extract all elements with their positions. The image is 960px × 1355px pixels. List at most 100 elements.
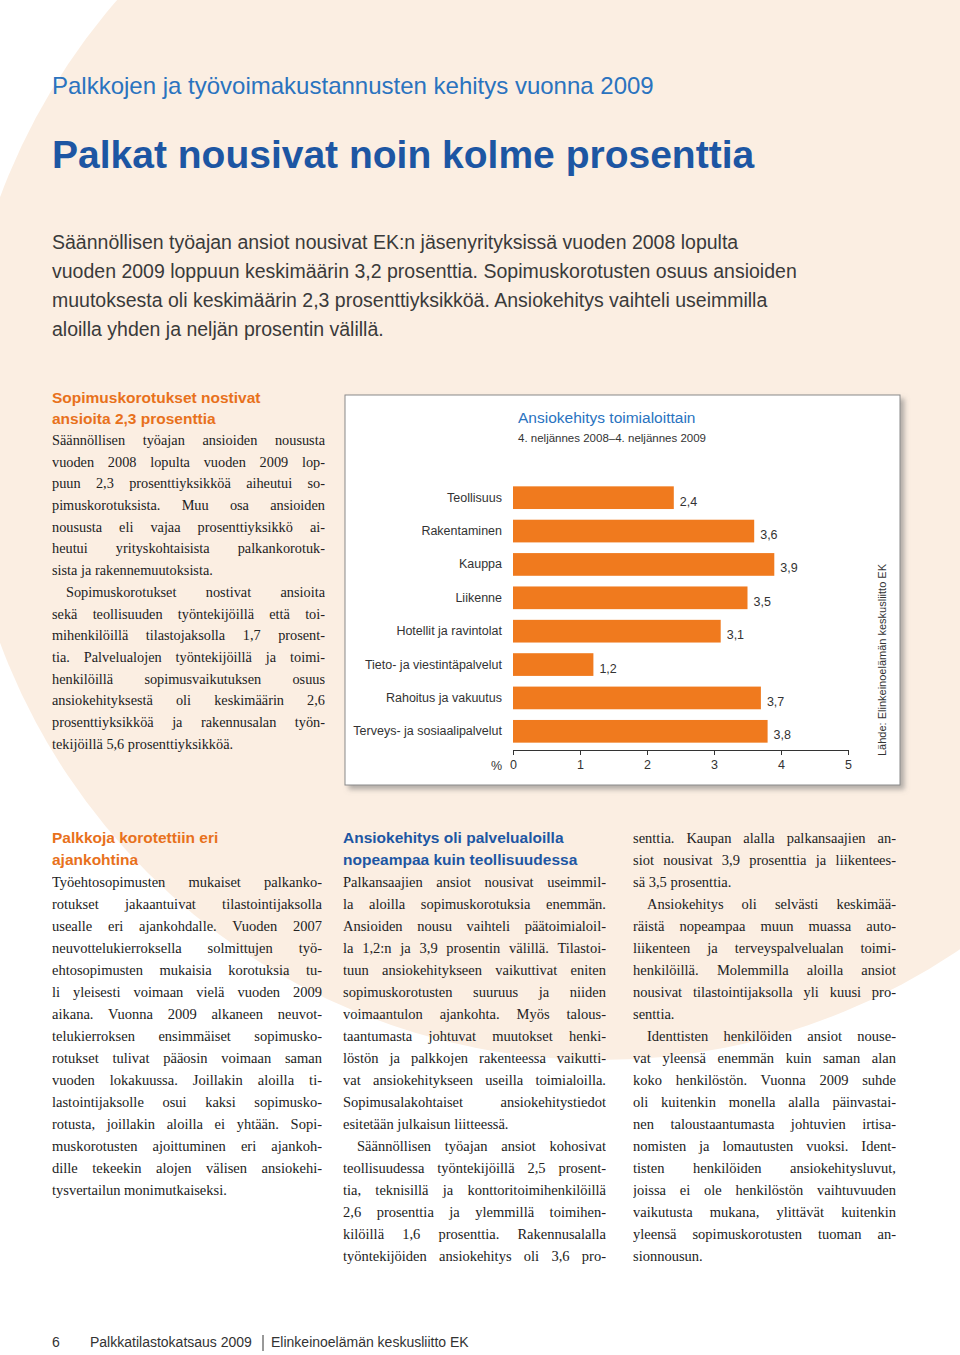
heading-line: Sopimuskorotukset nostivat xyxy=(52,387,325,408)
text-line: liikenteen ja terveyspalvelualan toimi- xyxy=(633,937,896,959)
category-label: Tieto- ja viestintäpalvelut xyxy=(365,658,503,672)
text-line: nen taloustaantumasta johtuvien irtisa- xyxy=(633,1113,896,1135)
text-column: Ansiokehitys oli palvelualoillanopeampaa… xyxy=(343,827,606,1267)
text-line: la aloilla sopimuskorotuksia enemmän. xyxy=(343,893,606,915)
text-line: tia, teknisillä ja konttoritoimihenkilöi… xyxy=(343,1179,606,1201)
bar xyxy=(513,720,768,743)
header-title: Palkat nousivat noin kolme prosenttia xyxy=(52,133,754,177)
chart-subtitle: 4. neljännes 2008–4. neljännes 2009 xyxy=(518,432,706,444)
paragraph: Säännöllisen työajan ansiot kohosivatteo… xyxy=(343,1135,606,1267)
tick-mark xyxy=(647,750,648,755)
paragraph: Työehtosopimusten mukaiset palkanko-rotu… xyxy=(52,871,322,1201)
text-line: li yleisesti voimaan vielä vuoden 2009 xyxy=(52,981,322,1003)
tick-mark xyxy=(580,750,581,755)
text-line: sä 3,5 prosenttia. xyxy=(633,871,896,893)
text-line: noususta eli vajaa prosenttiyksikkö ai- xyxy=(52,517,325,539)
data-label: 1,2 xyxy=(599,662,616,676)
text-line: pimuskorotuksista. Muu osa ansioiden xyxy=(52,495,325,517)
tick: Tieto- ja viestintäpalvelut xyxy=(365,658,503,672)
tick-mark xyxy=(848,750,849,755)
chart-source: Lähde: Elinkeinoelämän keskusliitto EK xyxy=(876,563,888,756)
intro: Säännöllisen työajan ansiot nousivat EK:… xyxy=(52,228,932,344)
tick-label: 2 xyxy=(644,758,651,772)
footer-publisher: Elinkeinoelämän keskusliitto EK xyxy=(271,1334,469,1350)
category-label: Liikenne xyxy=(455,591,502,605)
footer-publication: Palkkatilastokatsaus 2009 xyxy=(90,1334,252,1350)
intro-line: vuoden 2009 loppuun keskimäärin 3,2 pros… xyxy=(52,257,932,286)
text-line: nomisten ja lomautusten vuoksi. Ident- xyxy=(633,1135,896,1157)
tick: 0 xyxy=(510,750,517,772)
tick: Liikenne xyxy=(455,591,502,605)
bar xyxy=(513,520,754,543)
tick-label: 5 xyxy=(845,758,852,772)
text-line: la 1,2:n ja 3,9 prosentin välillä. Tilas… xyxy=(343,937,606,959)
heading-line: nopeampaa kuin teollisuudessa xyxy=(343,849,606,871)
text-line: lastointijaksolle osui kaksi sopimusko- xyxy=(52,1091,322,1113)
text-line: Ansiokehitys oli selvästi keskimää- xyxy=(633,893,896,915)
tick: 5 xyxy=(845,750,852,772)
text-line: vuoden lokakuussa. Joillakin aloilla ti- xyxy=(52,1069,322,1091)
text-line: räistä nopeampaa muun muassa auto- xyxy=(633,915,896,937)
tick: Teollisuus xyxy=(447,491,502,505)
text-line: puun 2,3 prosenttiyksikköä aiheutui so- xyxy=(52,473,325,495)
y-axis: TeollisuusRakentaminenKauppaLiikenneHote… xyxy=(353,491,502,739)
text-line: siot nousivat 3,9 prosenttia ja liikente… xyxy=(633,849,896,871)
text-line: joissa ei ole henkilöstön vaihtuvuuden xyxy=(633,1179,896,1201)
category-label: Teollisuus xyxy=(447,491,502,505)
bar xyxy=(513,687,761,710)
text-line: aikana. Vuonna 2009 alkaneen neuvot- xyxy=(52,1003,322,1025)
text-line: oli kuitenkin monella alalla päinvastai- xyxy=(633,1091,896,1113)
text-line: ansiokehityksestä oli keskimäärin 2,6 xyxy=(52,690,325,712)
bar xyxy=(513,486,674,509)
category-label: Kauppa xyxy=(459,557,502,571)
tick-mark xyxy=(513,750,514,755)
text-line: senttia. xyxy=(633,1003,896,1025)
bar xyxy=(513,653,593,676)
text-line: sionnousun. xyxy=(633,1245,896,1267)
text-line: löstön ja palkkojen rakenteessa vaikutti… xyxy=(343,1047,606,1069)
heading-line: Palkkoja korotettiin eri xyxy=(52,827,322,849)
text-line: tia. Palvelualojen työntekijöillä ja toi… xyxy=(52,647,325,669)
data-label: 3,8 xyxy=(774,728,791,742)
data-label: 3,6 xyxy=(760,528,777,542)
page-number: 6 xyxy=(52,1334,60,1350)
intro-line: aloilla yhden ja neljän prosentin välill… xyxy=(52,315,932,344)
text-line: usealle eri ajankohdalle. Vuoden 2007 xyxy=(52,915,322,937)
text-line: Työehtosopimusten mukaiset palkanko- xyxy=(52,871,322,893)
tick: Terveys- ja sosiaalipalvelut xyxy=(353,724,502,738)
background-shape xyxy=(0,0,960,1060)
chart-title: Ansiokehitys toimialoittain xyxy=(518,409,695,426)
bars xyxy=(513,486,774,742)
data-label: 3,9 xyxy=(780,561,797,575)
text-line: rotusta, joillakin aloilla ei yhtään. So… xyxy=(52,1113,322,1135)
text-line: neuvottelukierroksella solmittujen työ- xyxy=(52,937,322,959)
text-line: sista ja rakennemuutoksista. xyxy=(52,560,325,582)
text-line: tysvertailun monimutkaiseksi. xyxy=(52,1179,322,1201)
text-line: vat ansiokehitykseen useilla toimialoill… xyxy=(343,1069,606,1091)
bar xyxy=(513,620,721,643)
text-line: Sopimusalakohtaiset ansiokehitystiedot xyxy=(343,1091,606,1113)
text-line: senttia. Kaupan alalla palkansaajien an- xyxy=(633,827,896,849)
tick: 1 xyxy=(577,750,584,772)
text-line: prosenttiyksikköä ja rakennusalan työn- xyxy=(52,712,325,734)
sidebar-body: Säännöllisen työajan ansioiden nousustav… xyxy=(52,430,325,755)
text-line: vat yleensä enemmän kuin saman alan xyxy=(633,1047,896,1069)
text-line: tuun ansiokehitykseen vaikuttivat eniten xyxy=(343,959,606,981)
text-line: Palkansaajien ansiot nousivat useimmil- xyxy=(343,871,606,893)
text-line: tisten henkilöiden ansiokehitysluvut, xyxy=(633,1157,896,1179)
tick: 3 xyxy=(711,750,718,772)
tick: 2 xyxy=(644,750,651,772)
text-line: muskorotusten ajoittuminen eri ajankoh- xyxy=(52,1135,322,1157)
text-line: voimaantulon ajankohta. Myös talous- xyxy=(343,1003,606,1025)
text-line: dille tekeekin alojen välisen ansiokehi- xyxy=(52,1157,322,1179)
footer-separator xyxy=(263,1335,264,1351)
data-label: 3,5 xyxy=(754,595,771,609)
column-body: senttia. Kaupan alalla palkansaajien an-… xyxy=(633,827,896,1267)
paragraph: Identtisten henkilöiden ansiot nouse-vat… xyxy=(633,1025,896,1267)
intro-line: muutoksesta oli keskimäärin 2,3 prosentt… xyxy=(52,286,932,315)
text-line: 2,6 prosenttia ja ylemmillä toimihen- xyxy=(343,1201,606,1223)
category-label: Rakentaminen xyxy=(421,524,502,538)
text-column: Palkkoja korotettiin eriajankohtinaTyöeh… xyxy=(52,827,322,1201)
x-axis-line xyxy=(514,750,849,751)
text-line: Sopimuskorotukset nostivat ansioita xyxy=(52,582,325,604)
